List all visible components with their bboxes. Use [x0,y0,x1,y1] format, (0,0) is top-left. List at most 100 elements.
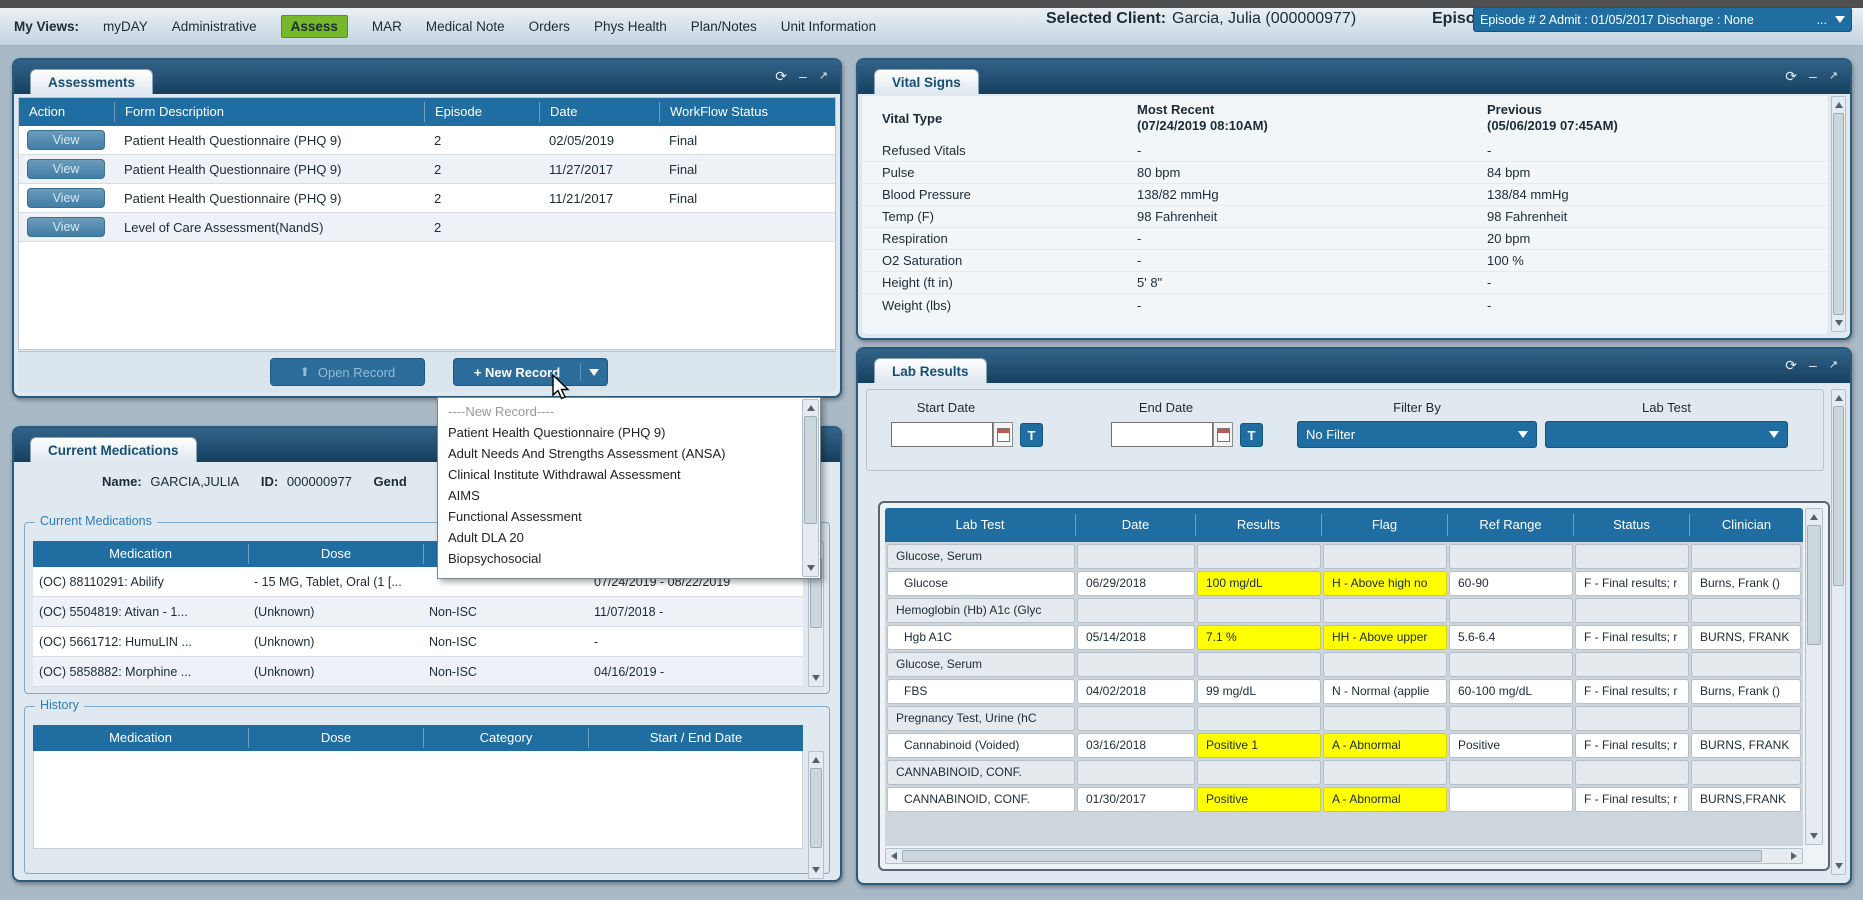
col-dose[interactable]: Dose [248,544,423,564]
vital-row: Blood Pressure 138/82 mmHg 138/84 mmHg [862,184,1828,206]
nav-tab-orders[interactable]: Orders [528,19,570,34]
table-row[interactable]: (OC) 5858882: Morphine ... (Unknown) Non… [33,657,803,687]
view-button[interactable]: View [27,159,105,179]
lab-group-row[interactable]: CANNABINOID, CONF. [887,760,1801,785]
nav-tab-phys-health[interactable]: Phys Health [593,19,667,34]
minimize-icon[interactable]: – [1808,357,1817,373]
start-date-calendar-button[interactable] [993,422,1013,447]
lab-result-row[interactable]: Hgb A1C 05/14/2018 7.1 % HH - Above uppe… [887,625,1801,650]
view-button[interactable]: View [27,130,105,150]
nav-tab-myday[interactable]: myDAY [103,19,148,34]
scrollbar-thumb[interactable] [804,416,817,524]
new-record-button[interactable]: + New Record [453,358,608,386]
col-start-end-date[interactable]: Start / End Date [588,728,803,748]
vital-signs-tab[interactable]: Vital Signs [874,69,979,94]
view-button[interactable]: View [27,188,105,208]
vitals-scrollbar[interactable] [1831,96,1846,332]
col-episode[interactable]: Episode [424,102,539,122]
menu-item-functional[interactable]: Functional Assessment [448,509,582,524]
menu-item-ciwa[interactable]: Clinical Institute Withdrawal Assessment [448,467,681,482]
new-record-dropdown: ----New Record---- Patient Health Questi… [437,397,821,579]
scrollbar-thumb[interactable] [902,850,1762,862]
open-record-button[interactable]: ⬆ Open Record [270,358,425,386]
nav-tab-administrative[interactable]: Administrative [171,19,257,34]
col-workflow-status[interactable]: WorkFlow Status [659,102,835,122]
lab-result-row[interactable]: FBS 04/02/2018 99 mg/dL N - Normal (appl… [887,679,1801,704]
col-dose[interactable]: Dose [248,728,423,748]
scrollbar-thumb[interactable] [1833,113,1844,315]
lab-group-row[interactable]: Glucose, Serum [887,652,1801,677]
refresh-icon[interactable]: ⟳ [1785,357,1797,373]
scrollbar-thumb[interactable] [810,768,822,848]
lab-result-row[interactable]: CANNABINOID, CONF. 01/30/2017 Positive A… [887,787,1801,812]
history-scrollbar[interactable] [808,751,824,879]
menu-item-phq9[interactable]: Patient Health Questionnaire (PHQ 9) [448,425,666,440]
col-status[interactable]: Status [1573,514,1689,536]
col-action[interactable]: Action [29,104,66,119]
table-row[interactable]: View Patient Health Questionnaire (PHQ 9… [19,126,835,155]
nav-tab-unit-information[interactable]: Unit Information [780,19,877,34]
table-row[interactable]: (OC) 5661712: HumuLIN ... (Unknown) Non-… [33,627,803,657]
col-ref-range[interactable]: Ref Range [1447,514,1573,536]
labs-panel-scrollbar[interactable] [1831,389,1846,875]
popout-icon[interactable]: ↗ [1828,359,1838,371]
assessments-tab[interactable]: Assessments [30,69,154,94]
section-legend: Current Medications [35,514,157,528]
scrollbar-thumb[interactable] [1807,525,1821,645]
start-date-today-button[interactable]: T [1020,423,1043,447]
scrollbar-thumb[interactable] [1833,406,1844,586]
episode-select[interactable]: Episode # 2 Admit : 01/05/2017 Discharge… [1473,7,1852,32]
start-date-input[interactable] [891,422,993,447]
col-date[interactable]: Date [1075,514,1195,536]
minimize-icon[interactable]: – [798,68,807,84]
col-form-description[interactable]: Form Description [114,102,424,122]
vitals-titlebar: Vital Signs ⟳ – ↗ [858,60,1850,94]
nav-tab-mar[interactable]: MAR [371,19,402,34]
lab-result-row[interactable]: Cannabinoid (Voided) 03/16/2018 Positive… [887,733,1801,758]
lab-result-row[interactable]: Glucose 06/29/2018 100 mg/dL H - Above h… [887,571,1801,596]
chevron-down-icon [581,368,607,376]
lab-group-row[interactable]: Pregnancy Test, Urine (hC [887,706,1801,731]
popout-icon[interactable]: ↗ [818,70,828,82]
medication-history-section: History Medication Dose Category Start /… [24,698,830,879]
lab-group-row[interactable]: Hemoglobin (Hb) A1c (Glyc [887,598,1801,623]
col-results[interactable]: Results [1195,514,1321,536]
table-row[interactable]: View Patient Health Questionnaire (PHQ 9… [19,155,835,184]
current-medications-tab[interactable]: Current Medications [30,437,197,462]
menu-item-adult-dla20[interactable]: Adult DLA 20 [448,530,524,545]
vital-row: Respiration -20 bpm [862,228,1828,250]
end-date-today-button[interactable]: T [1240,423,1263,447]
popout-icon[interactable]: ↗ [1828,70,1838,82]
lab-table-vertical-scrollbar[interactable] [1805,508,1823,845]
lab-test-select[interactable] [1545,421,1788,448]
refresh-icon[interactable]: ⟳ [1785,68,1797,84]
lab-table-horizontal-scrollbar[interactable] [885,848,1803,864]
col-date[interactable]: Date [539,102,659,122]
gender-label-partial: Gend [373,474,407,489]
nav-tab-assess[interactable]: Assess [280,15,348,38]
nav-tab-plan-notes[interactable]: Plan/Notes [690,19,757,34]
col-clinician[interactable]: Clinician [1689,514,1803,536]
col-medication[interactable]: Medication [109,546,172,561]
menu-item-biopsychosocial[interactable]: Biopsychosocial [448,551,542,566]
col-lab-test[interactable]: Lab Test [955,517,1005,532]
minimize-icon[interactable]: – [1808,68,1817,84]
col-flag[interactable]: Flag [1321,514,1447,536]
filter-by-select[interactable]: No Filter [1297,421,1537,448]
col-medication[interactable]: Medication [109,730,172,745]
dropdown-scrollbar[interactable] [802,399,819,577]
lab-results-tab[interactable]: Lab Results [874,358,987,383]
vital-row: Height (ft in) 5' 8" - [862,272,1828,294]
table-row[interactable]: View Level of Care Assessment(NandS) 2 [19,213,835,242]
end-date-calendar-button[interactable] [1213,422,1233,447]
view-button[interactable]: View [27,217,105,237]
end-date-input[interactable] [1111,422,1213,447]
table-row[interactable]: View Patient Health Questionnaire (PHQ 9… [19,184,835,213]
menu-item-aims[interactable]: AIMS [448,488,480,503]
menu-item-ansa[interactable]: Adult Needs And Strengths Assessment (AN… [448,446,726,461]
table-row[interactable]: (OC) 5504819: Ativan - 1... (Unknown) No… [33,597,803,627]
nav-tab-medical-note[interactable]: Medical Note [425,19,505,34]
lab-group-row[interactable]: Glucose, Serum [887,544,1801,569]
col-category[interactable]: Category [423,728,588,748]
refresh-icon[interactable]: ⟳ [775,68,787,84]
